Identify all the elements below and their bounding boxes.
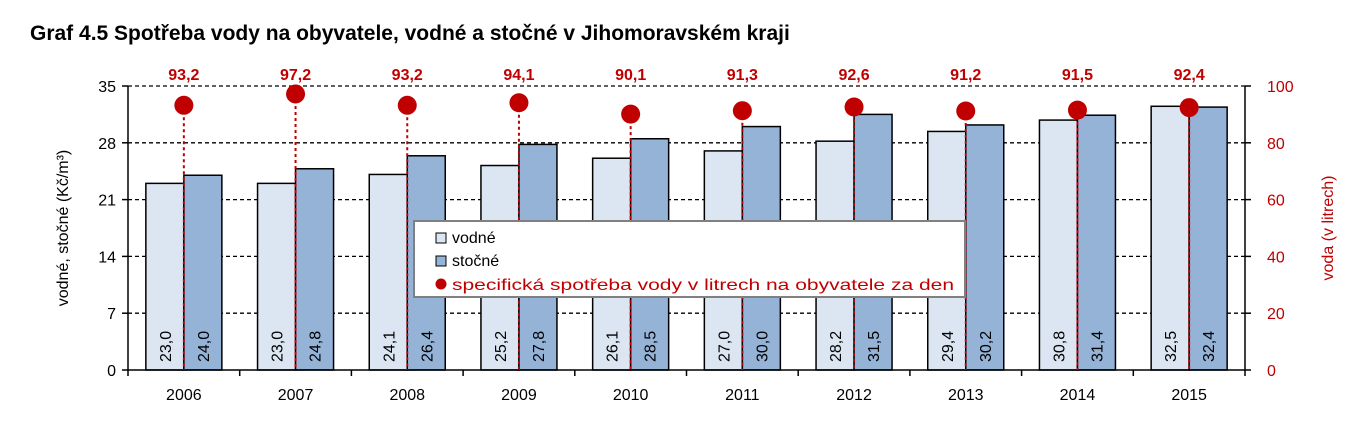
data-label-vodne: 26,1 bbox=[605, 331, 622, 362]
x-tick-label: 2015 bbox=[1171, 387, 1207, 404]
x-tick-label: 2011 bbox=[725, 387, 760, 404]
data-label-consumption: 91,5 bbox=[1062, 67, 1093, 84]
y-tick-label: 7 bbox=[107, 306, 116, 323]
legend-label-vodne: vodné bbox=[452, 230, 496, 247]
legend: vodné stočné specifická spotřeba vody v … bbox=[413, 220, 966, 298]
data-label-stocne: 27,8 bbox=[531, 331, 548, 362]
y-tick-label: 21 bbox=[98, 193, 116, 210]
bar-stocne bbox=[294, 168, 335, 371]
x-tick-label: 2009 bbox=[501, 387, 537, 404]
y2-tick-label: 60 bbox=[1267, 193, 1285, 210]
data-label-consumption: 92,4 bbox=[1174, 67, 1205, 84]
y2-tick-label: 0 bbox=[1267, 363, 1276, 380]
data-label-vodne: 28,2 bbox=[828, 331, 845, 362]
legend-swatch-stocne bbox=[435, 255, 447, 267]
point-consumption bbox=[509, 93, 529, 113]
data-label-stocne: 26,4 bbox=[419, 331, 436, 362]
data-label-vodne: 27,0 bbox=[716, 331, 733, 362]
data-label-stocne: 32,4 bbox=[1201, 331, 1218, 362]
axes: 0 7 14 21 28 35 0 20 40 60 80 100 2006 2007 2008 2009 20… bbox=[55, 79, 1337, 404]
data-label-vodne: 24,1 bbox=[381, 331, 398, 362]
bar-stocne bbox=[1188, 106, 1228, 371]
bar-stocne bbox=[1076, 114, 1117, 371]
x-tick-label: 2010 bbox=[613, 387, 649, 404]
legend-label-consumption: specifická spotřeba vody v litrech na ob… bbox=[452, 277, 954, 294]
y-tick-label: 0 bbox=[107, 363, 116, 380]
data-labels: 23,0 24,0 93,2 23,0 24,8 97,2 24,1 26,4 93,2 25,2… bbox=[158, 67, 1218, 362]
x-tick-label: 2013 bbox=[948, 387, 984, 404]
bar-vodne bbox=[1150, 105, 1190, 371]
y2-tick-label: 40 bbox=[1267, 249, 1285, 266]
point-consumption bbox=[844, 97, 864, 117]
data-label-consumption: 91,3 bbox=[727, 67, 758, 84]
data-label-consumption: 93,2 bbox=[392, 67, 423, 84]
data-label-stocne: 31,5 bbox=[866, 331, 883, 362]
data-label-stocne: 28,5 bbox=[643, 331, 660, 362]
data-label-stocne: 30,0 bbox=[754, 331, 771, 362]
point-consumption bbox=[397, 95, 417, 115]
legend-label-stocne: stočné bbox=[452, 253, 499, 270]
point-consumption bbox=[956, 101, 976, 121]
data-label-stocne: 31,4 bbox=[1089, 331, 1106, 362]
data-label-stocne: 24,8 bbox=[308, 331, 325, 362]
data-label-vodne: 23,0 bbox=[270, 331, 287, 362]
y-tick-label: 14 bbox=[98, 249, 116, 266]
data-label-stocne: 24,0 bbox=[196, 331, 213, 362]
data-label-vodne: 32,5 bbox=[1163, 331, 1180, 362]
data-label-consumption: 91,2 bbox=[950, 67, 981, 84]
data-label-vodne: 29,4 bbox=[940, 331, 957, 362]
data-label-vodne: 25,2 bbox=[493, 331, 510, 362]
point-consumption bbox=[1179, 98, 1199, 118]
y-tick-label: 28 bbox=[98, 136, 116, 153]
data-label-stocne: 30,2 bbox=[978, 331, 995, 362]
data-label-consumption: 90,1 bbox=[615, 67, 646, 84]
data-label-consumption: 97,2 bbox=[280, 67, 311, 84]
point-consumption bbox=[286, 84, 306, 104]
data-label-consumption: 92,6 bbox=[838, 67, 869, 84]
legend-swatch-vodne bbox=[435, 232, 447, 244]
data-label-consumption: 93,2 bbox=[168, 67, 199, 84]
x-tick-label: 2012 bbox=[836, 387, 872, 404]
consumption-series bbox=[174, 84, 1199, 370]
point-consumption bbox=[174, 95, 194, 115]
bar-stocne bbox=[965, 124, 1005, 371]
chart-title: Graf 4.5 Spotřeba vody na obyvatele, vod… bbox=[30, 22, 790, 45]
y-axis-title: vodné, stočné (Kč/m³) bbox=[55, 150, 72, 307]
y-tick-label: 35 bbox=[98, 79, 116, 96]
x-tick-label: 2008 bbox=[389, 387, 425, 404]
x-tick-label: 2014 bbox=[1060, 387, 1096, 404]
data-label-vodne: 30,8 bbox=[1051, 331, 1068, 362]
point-consumption bbox=[1067, 100, 1087, 120]
y2-tick-label: 20 bbox=[1267, 306, 1285, 323]
data-label-consumption: 94,1 bbox=[503, 67, 534, 84]
bar-vodne bbox=[368, 173, 408, 371]
legend-box bbox=[413, 220, 966, 298]
y2-axis-title: voda (v litrech) bbox=[1320, 176, 1337, 281]
legend-marker-consumption bbox=[435, 278, 447, 290]
data-label-vodne: 23,0 bbox=[158, 331, 175, 362]
y2-tick-label: 100 bbox=[1267, 79, 1294, 96]
x-tick-label: 2006 bbox=[166, 387, 202, 404]
point-consumption bbox=[732, 101, 752, 121]
x-tick-label: 2007 bbox=[278, 387, 314, 404]
y2-tick-label: 80 bbox=[1267, 136, 1285, 153]
point-consumption bbox=[621, 104, 641, 124]
